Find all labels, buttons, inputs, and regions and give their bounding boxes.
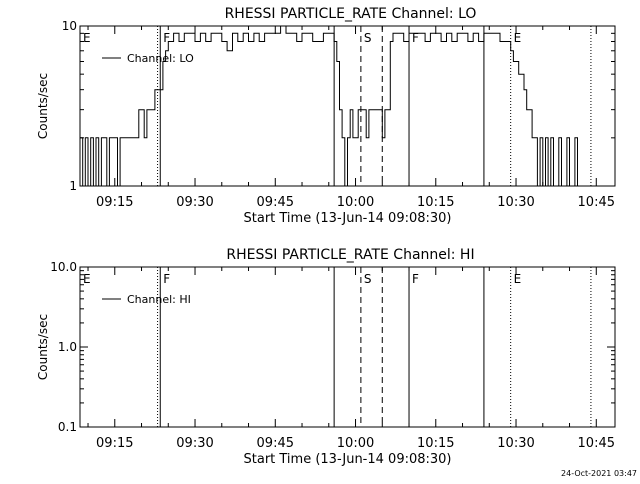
event-marker-label: E: [83, 31, 91, 45]
event-marker-label: S: [364, 31, 372, 45]
x-tick-label: 09:45: [257, 195, 294, 210]
event-marker-label: F: [163, 31, 170, 45]
x-tick-label: 09:30: [176, 195, 213, 210]
chart-title: RHESSI PARTICLE_RATE Channel: HI: [226, 247, 474, 263]
y-axis-label: Counts/sec: [36, 73, 50, 139]
event-marker-label: F: [163, 272, 170, 286]
x-axis-label: Start Time (13-Jun-14 09:08:30): [244, 452, 452, 467]
x-tick-label: 10:15: [417, 436, 454, 451]
x-tick-label: 10:15: [417, 195, 454, 210]
x-tick-label: 10:45: [578, 195, 615, 210]
legend-label: Channel: LO: [127, 52, 194, 65]
event-marker-label: F: [412, 272, 419, 286]
y-tick-label: 10.0: [50, 260, 77, 274]
x-tick-label: 10:30: [497, 436, 534, 451]
x-tick-label: 10:00: [337, 436, 374, 451]
legend-label: Channel: HI: [127, 293, 191, 306]
x-tick-label: 09:15: [96, 195, 133, 210]
chart-title: RHESSI PARTICLE_RATE Channel: LO: [225, 6, 477, 22]
chart-hi-panel: RHESSI PARTICLE_RATE Channel: HI Counts/s…: [36, 247, 616, 467]
series-line: [80, 25, 597, 187]
event-marker-label: S: [364, 272, 372, 286]
x-tick-label: 10:00: [337, 195, 374, 210]
event-marker-label: F: [412, 31, 419, 45]
x-tick-label: 10:30: [497, 195, 534, 210]
event-marker-label: E: [514, 272, 522, 286]
event-marker-label: E: [83, 272, 91, 286]
chart-lo-panel: RHESSI PARTICLE_RATE Channel: LO Counts/s…: [36, 6, 616, 226]
y-tick-label: 1: [69, 179, 77, 193]
y-tick-label: 0.1: [58, 420, 77, 434]
footer-date: 24-Oct-2021 03:47: [561, 469, 637, 478]
y-tick-label: 1.0: [58, 340, 77, 354]
y-tick-label: 10: [62, 19, 77, 33]
x-tick-label: 10:45: [578, 436, 615, 451]
x-tick-label: 09:15: [96, 436, 133, 451]
event-marker-label: E: [514, 31, 522, 45]
y-axis-label: Counts/sec: [36, 314, 50, 380]
x-tick-label: 09:45: [257, 436, 294, 451]
x-axis-label: Start Time (13-Jun-14 09:08:30): [244, 211, 452, 226]
x-tick-label: 09:30: [176, 436, 213, 451]
